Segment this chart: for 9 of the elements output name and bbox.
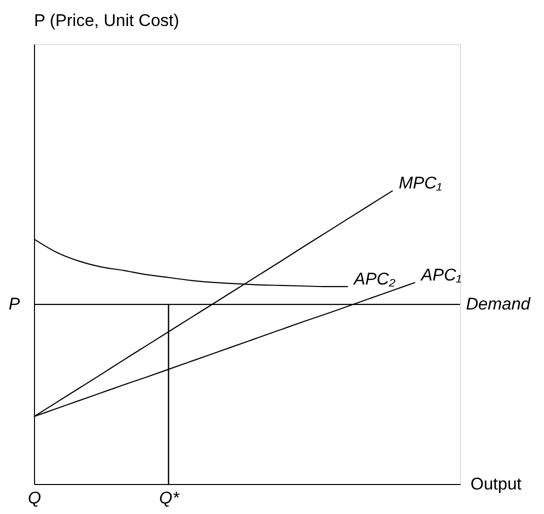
series-label: APC₁ (420, 265, 462, 284)
ref-line-label: Demand (466, 294, 531, 314)
x-tick-label: Q* (159, 488, 180, 508)
text: P (Price, Unit Cost) (34, 11, 180, 30)
series-label: APC₂ (352, 270, 396, 289)
series-label: MPC₁ (398, 174, 442, 193)
x-tick-label: Q (28, 488, 42, 508)
x-axis-title: Output (470, 474, 522, 494)
text: P (8, 294, 21, 314)
